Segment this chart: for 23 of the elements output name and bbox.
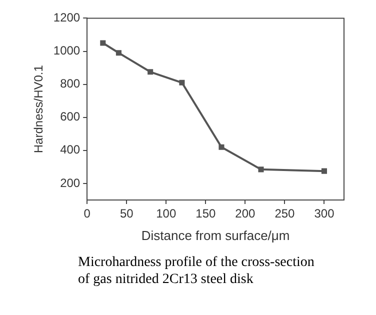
point bbox=[116, 50, 122, 56]
x-tick-label: 150 bbox=[196, 206, 216, 221]
point bbox=[321, 168, 328, 174]
x-tick-label: 300 bbox=[314, 206, 335, 221]
y-tick-label: 200 bbox=[60, 176, 80, 190]
x-tick-label: 100 bbox=[156, 206, 176, 221]
point bbox=[179, 80, 185, 86]
point bbox=[148, 69, 154, 75]
x-axis-title: Distance from surface/μm bbox=[141, 228, 290, 243]
x-tick-label: 50 bbox=[120, 206, 134, 221]
point bbox=[100, 40, 106, 46]
x-tick-label: 0 bbox=[84, 206, 91, 221]
y-axis-title: Hardness/HV0.1 bbox=[32, 64, 46, 154]
x-tick-label: 200 bbox=[235, 206, 256, 221]
x-tick-label: 250 bbox=[274, 206, 296, 221]
y-tick-label: 400 bbox=[60, 142, 80, 157]
y-tick-label: 1200 bbox=[53, 10, 80, 25]
y-tick-label: 600 bbox=[60, 110, 80, 124]
y-tick-label: 1000 bbox=[53, 44, 80, 58]
text: Microhardness profile of the cross-section of gas nitrided 2Cr13 steel disk bbox=[78, 254, 316, 288]
y-tick-label: 800 bbox=[60, 76, 80, 91]
point bbox=[218, 144, 224, 150]
point bbox=[258, 166, 264, 172]
